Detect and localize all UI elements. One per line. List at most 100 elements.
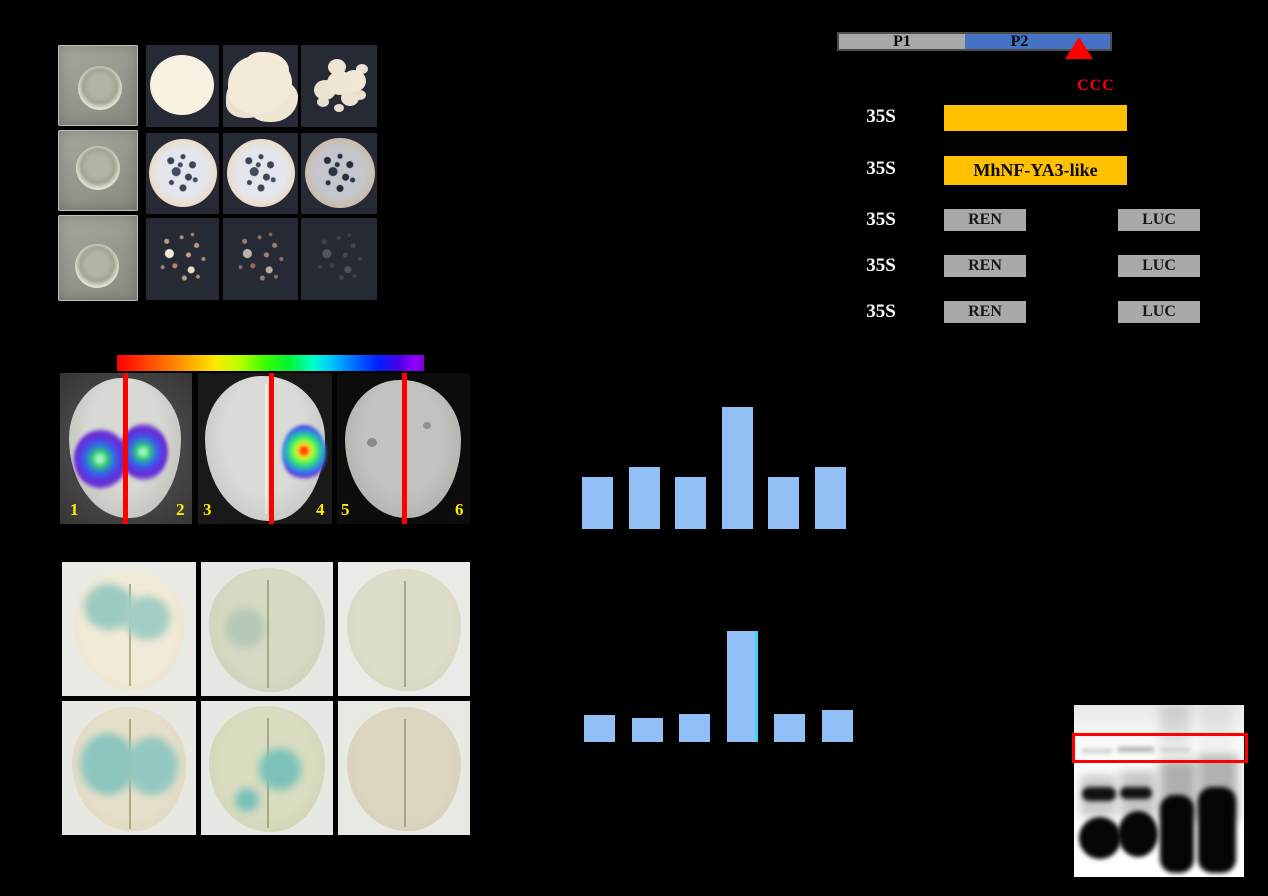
gus-image [201,562,333,696]
gus-stain-patch [124,596,170,640]
luminescence-blob [74,429,128,489]
yeast-colony [75,244,119,288]
effector-bar [944,105,1127,131]
leaf-spot [423,422,431,429]
yeast-colony [78,66,122,110]
leaf-midrib [404,581,406,687]
bar-chart-2 [584,627,853,742]
leaf-number: 5 [341,500,350,519]
p2-label: P2 [1010,33,1029,50]
emsa-band [1120,787,1152,799]
promoter-label: 35S [866,106,896,127]
p1-segment: P1 [839,33,965,50]
spot-colony [228,56,292,114]
effector-bar: MhNF-YA3-like [944,156,1127,185]
spot-well [301,133,377,214]
leaf-divider-line [123,373,128,524]
emsa-shift-band [1082,749,1112,753]
yeast-colony [76,146,120,190]
emsa-band [1079,817,1121,859]
spot-colony [327,71,353,95]
gus-leaf [209,568,325,692]
bar-3 [679,714,710,742]
spot-well [146,218,219,300]
bar-chart-1 [582,404,846,529]
bar-3 [675,477,706,529]
yeast-plate [58,215,138,301]
leaf-number: 4 [316,500,325,519]
emsa-band [1160,795,1194,873]
yeast-plate [58,45,138,126]
leaf-midrib [129,584,131,686]
emsa-band [1082,787,1116,801]
luminescence-blob [120,423,168,481]
spot-well [223,133,298,214]
emsa-shift-band [1160,748,1190,752]
gus-image [201,701,333,835]
leaf-divider-line [269,373,274,524]
gus-leaf [347,707,461,831]
bar-4 [721,407,753,529]
gus-leaf [74,570,184,690]
gus-image [62,562,196,696]
promoter-label: 35S [866,301,896,322]
emsa-shift-band [1118,747,1154,752]
spot-colony [227,139,295,207]
luc-box: LUC [1118,209,1200,231]
spot-well [301,45,377,127]
emsa-band [1118,811,1158,857]
leaf-number: 2 [176,500,185,519]
ren-box: REN [944,255,1026,277]
emsa-band [1198,787,1236,873]
p1-label: P1 [893,33,911,50]
promoter-bar: P1 P2 [837,32,1112,59]
emsa-lane-smear [1200,705,1232,757]
leaf-spot [367,438,377,447]
gus-leaf [72,707,186,831]
spot-colony [307,226,373,292]
yeast-plate [58,130,138,211]
leaf-midrib [267,580,269,688]
bar-2 [628,467,660,529]
mutation-triangle-icon [1065,37,1093,59]
leaf-number: 1 [70,500,79,519]
gus-leaf [209,706,325,832]
emsa-blot [1074,705,1244,877]
luciferase-image [198,373,332,524]
mutation-label: CCC [1077,77,1115,94]
promoter-label: 35S [866,209,896,230]
bar-5 [768,477,799,529]
bar-6 [814,467,846,529]
leaf-midrib [404,719,406,827]
promoter-label: 35S [866,158,896,179]
leaf-midrib [265,384,267,514]
spot-well [223,218,298,300]
gus-stain-patch [126,737,178,795]
spot-well [301,218,377,300]
spot-colony [149,139,217,207]
leaf-number: 6 [455,500,464,519]
spot-colony [150,55,214,115]
effector-bar-label: MhNF-YA3-like [973,160,1098,180]
emsa-highlight-box [1072,733,1248,763]
ren-box: REN [944,301,1026,323]
bar-2 [631,718,663,742]
color-scale-bar [117,355,424,371]
luc-box: LUC [1118,255,1200,277]
gus-image [338,701,470,835]
gus-image [338,562,470,696]
leaf-number: 3 [203,500,212,519]
gus-leaf [347,569,461,691]
gus-image [62,701,196,835]
gus-stain-patch [225,608,265,648]
gus-stain-patch [259,748,301,790]
bar-1 [582,477,613,529]
promoter-label: 35S [866,255,896,276]
luc-box: LUC [1118,301,1200,323]
luminescence-blob [282,425,326,481]
bar-4 [726,631,758,742]
bar-6 [821,710,853,742]
ren-box: REN [944,209,1026,231]
gus-stain-patch [235,788,259,812]
spot-well [223,45,298,127]
